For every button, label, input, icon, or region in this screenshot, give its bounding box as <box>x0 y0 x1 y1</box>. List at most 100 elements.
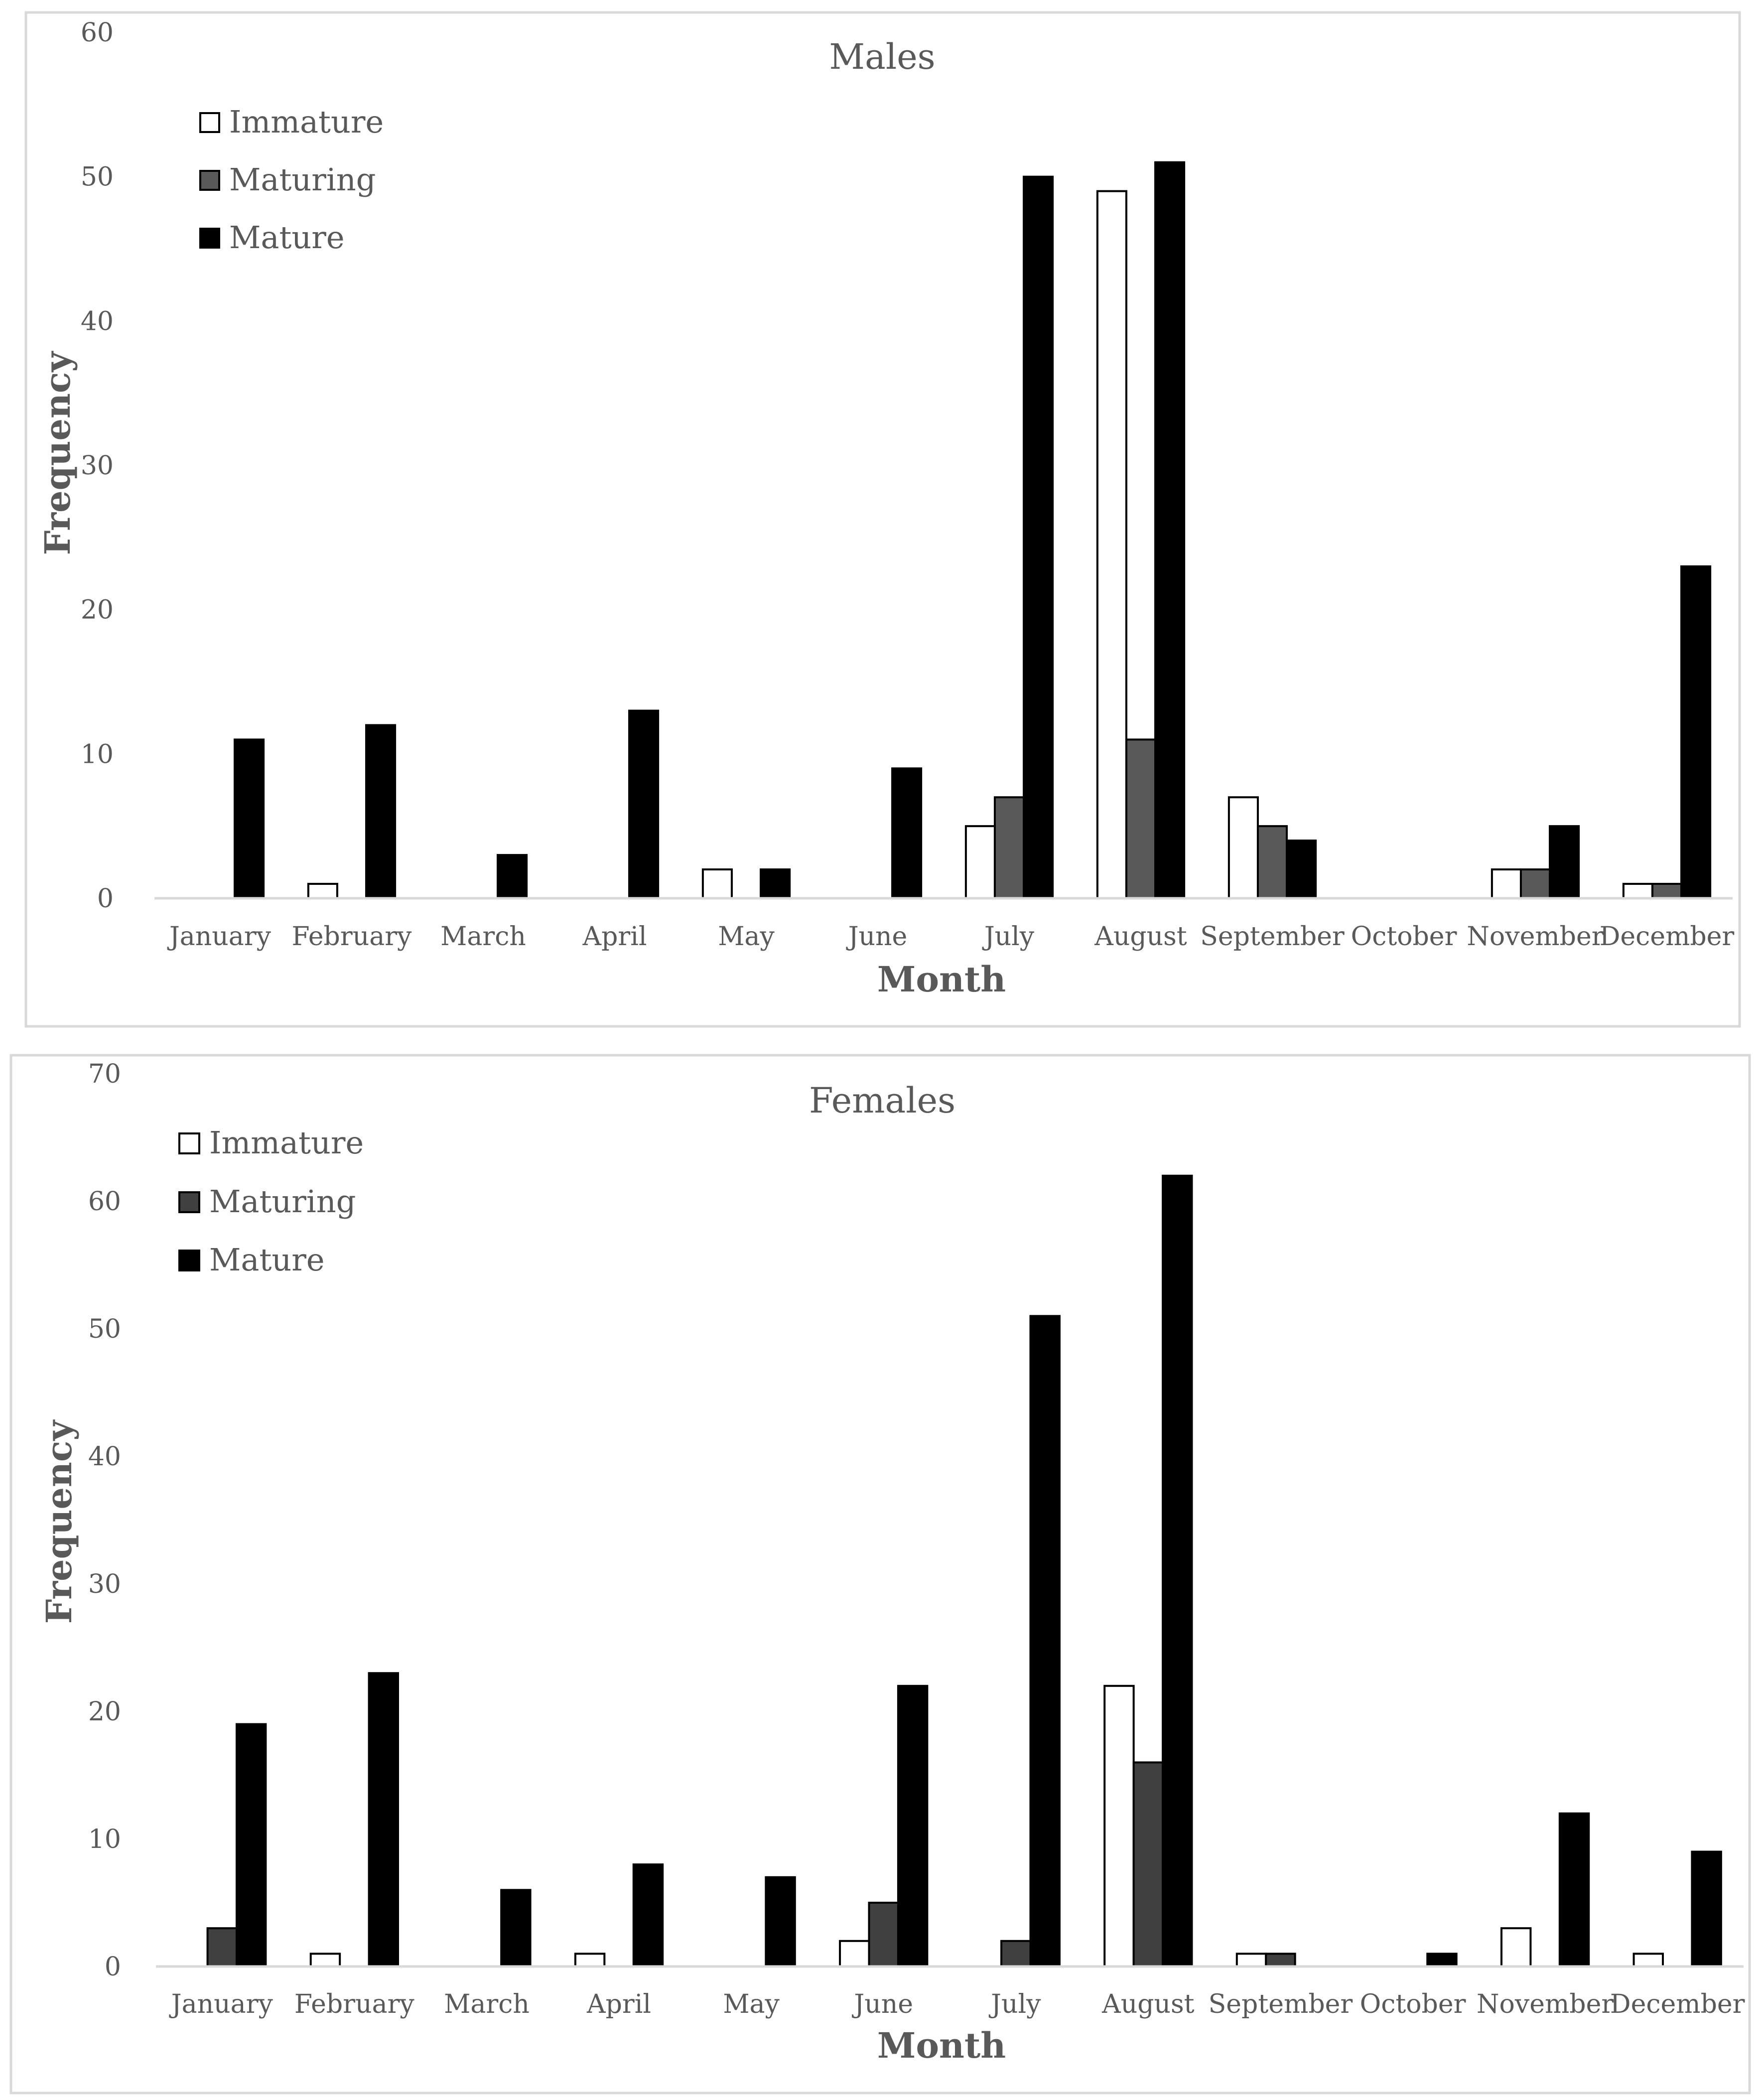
bar-maturing-september <box>1256 825 1288 899</box>
y-tick-label: 0 <box>105 1952 121 1982</box>
y-axis-label: Frequency <box>38 1419 80 1624</box>
x-tick-label: June <box>851 1989 913 2019</box>
bar-immature-september <box>1235 1953 1267 1967</box>
bar-maturing-january <box>206 1927 238 1967</box>
bar-immature-april <box>574 1953 606 1967</box>
bar-mature-january <box>236 1723 267 1968</box>
legend-label-maturing: Maturing <box>229 161 376 198</box>
bar-mature-march <box>497 854 528 899</box>
legend-label-immature: Immature <box>209 1124 364 1161</box>
bar-mature-february <box>365 724 397 900</box>
bar-mature-november <box>1558 1812 1590 1968</box>
bar-immature-february <box>307 883 338 899</box>
bar-mature-november <box>1549 825 1580 899</box>
bar-mature-october <box>1426 1953 1458 1967</box>
y-tick-label: 50 <box>88 1314 121 1344</box>
x-tick-label: April <box>582 922 647 952</box>
x-tick-label: October <box>1360 1989 1466 2019</box>
bar-maturing-november <box>1519 868 1551 899</box>
y-tick-label: 70 <box>88 1059 121 1089</box>
bar-immature-august <box>1096 190 1127 900</box>
bar-immature-november <box>1500 1927 1532 1967</box>
legend-label-mature: Mature <box>229 219 345 256</box>
legend-swatch-mature <box>178 1250 200 1271</box>
y-tick-label: 60 <box>88 1187 121 1217</box>
bar-maturing-august <box>1132 1761 1164 1967</box>
bar-mature-december <box>1691 1850 1722 1968</box>
bar-mature-june <box>891 767 923 900</box>
bar-mature-july <box>1029 1315 1061 1967</box>
chart-frame <box>24 11 1741 1028</box>
legend: Immature Maturing Mature <box>178 1124 364 1278</box>
bar-maturing-june <box>868 1902 899 1967</box>
legend-swatch-mature <box>199 228 220 249</box>
x-tick-label: January <box>167 922 271 952</box>
x-tick-label: April <box>586 1989 651 2019</box>
bar-mature-august <box>1162 1174 1193 1967</box>
bar-mature-may <box>765 1876 796 1968</box>
bar-maturing-july <box>1000 1940 1032 1968</box>
chart-title: Males <box>829 36 935 77</box>
x-tick-label: September <box>1200 922 1345 952</box>
bar-mature-september <box>1286 840 1317 899</box>
x-tick-label: July <box>988 1989 1041 2019</box>
chart-females: Females 0 10 20 30 40 50 60 70 January February Mar… <box>9 1054 1751 2095</box>
bar-mature-february <box>368 1672 400 1967</box>
bar-immature-december <box>1632 1953 1664 1967</box>
y-tick-label: 40 <box>88 1442 121 1472</box>
y-tick-label: 30 <box>81 451 114 481</box>
legend-swatch-maturing <box>178 1191 200 1213</box>
legend-label-mature: Mature <box>209 1242 325 1278</box>
bar-immature-july <box>964 825 996 899</box>
x-tick-label: May <box>718 922 775 952</box>
bar-mature-march <box>500 1889 532 1967</box>
bar-mature-april <box>632 1863 664 1967</box>
y-tick-label: 0 <box>97 884 114 914</box>
bar-maturing-december <box>1651 883 1683 899</box>
x-axis-label: Month <box>877 2025 1006 2066</box>
x-tick-label: June <box>846 922 908 952</box>
bar-maturing-august <box>1125 738 1157 900</box>
legend-label-immature: Immature <box>229 104 384 140</box>
bar-mature-august <box>1154 161 1186 900</box>
y-tick-label: 20 <box>88 1697 121 1727</box>
legend-swatch-immature <box>199 112 220 133</box>
bar-immature-november <box>1491 868 1522 899</box>
x-tick-label: August <box>1101 1989 1195 2019</box>
y-tick-label: 20 <box>81 595 114 625</box>
x-tick-label: May <box>723 1989 780 2019</box>
legend-swatch-immature <box>178 1132 200 1154</box>
bar-maturing-july <box>993 796 1025 899</box>
bar-immature-august <box>1103 1684 1135 1968</box>
bar-immature-june <box>839 1940 870 1968</box>
x-tick-label: January <box>169 1989 273 2019</box>
bar-mature-june <box>897 1684 929 1968</box>
bar-mature-december <box>1680 565 1712 900</box>
x-axis-label: Month <box>877 959 1006 1000</box>
bar-mature-january <box>234 738 265 900</box>
bar-maturing-september <box>1265 1953 1296 1967</box>
chart-title: Females <box>809 1080 955 1121</box>
y-tick-label: 30 <box>88 1569 121 1599</box>
bar-mature-april <box>628 709 660 900</box>
y-tick-label: 10 <box>88 1824 121 1854</box>
bar-immature-february <box>309 1953 341 1967</box>
x-tick-label: February <box>292 922 412 952</box>
x-tick-label: March <box>440 922 526 952</box>
bar-immature-december <box>1622 883 1653 899</box>
x-tick-label: November <box>1477 1989 1614 2019</box>
x-tick-label: July <box>982 922 1035 952</box>
y-tick-label: 60 <box>81 18 114 48</box>
x-tick-label: December <box>1610 1989 1745 2019</box>
x-tick-label: March <box>444 1989 530 2019</box>
x-tick-label: October <box>1351 922 1457 952</box>
legend-label-maturing: Maturing <box>209 1183 356 1220</box>
chart-males: Males 0 10 20 30 40 50 60 January February March Ap… <box>24 11 1741 1028</box>
x-tick-label: August <box>1094 922 1187 952</box>
x-tick-label: February <box>294 1989 415 2019</box>
bar-immature-may <box>701 868 733 899</box>
x-tick-label: November <box>1467 922 1604 952</box>
x-tick-label: September <box>1209 1989 1353 2019</box>
legend-swatch-maturing <box>199 170 220 191</box>
